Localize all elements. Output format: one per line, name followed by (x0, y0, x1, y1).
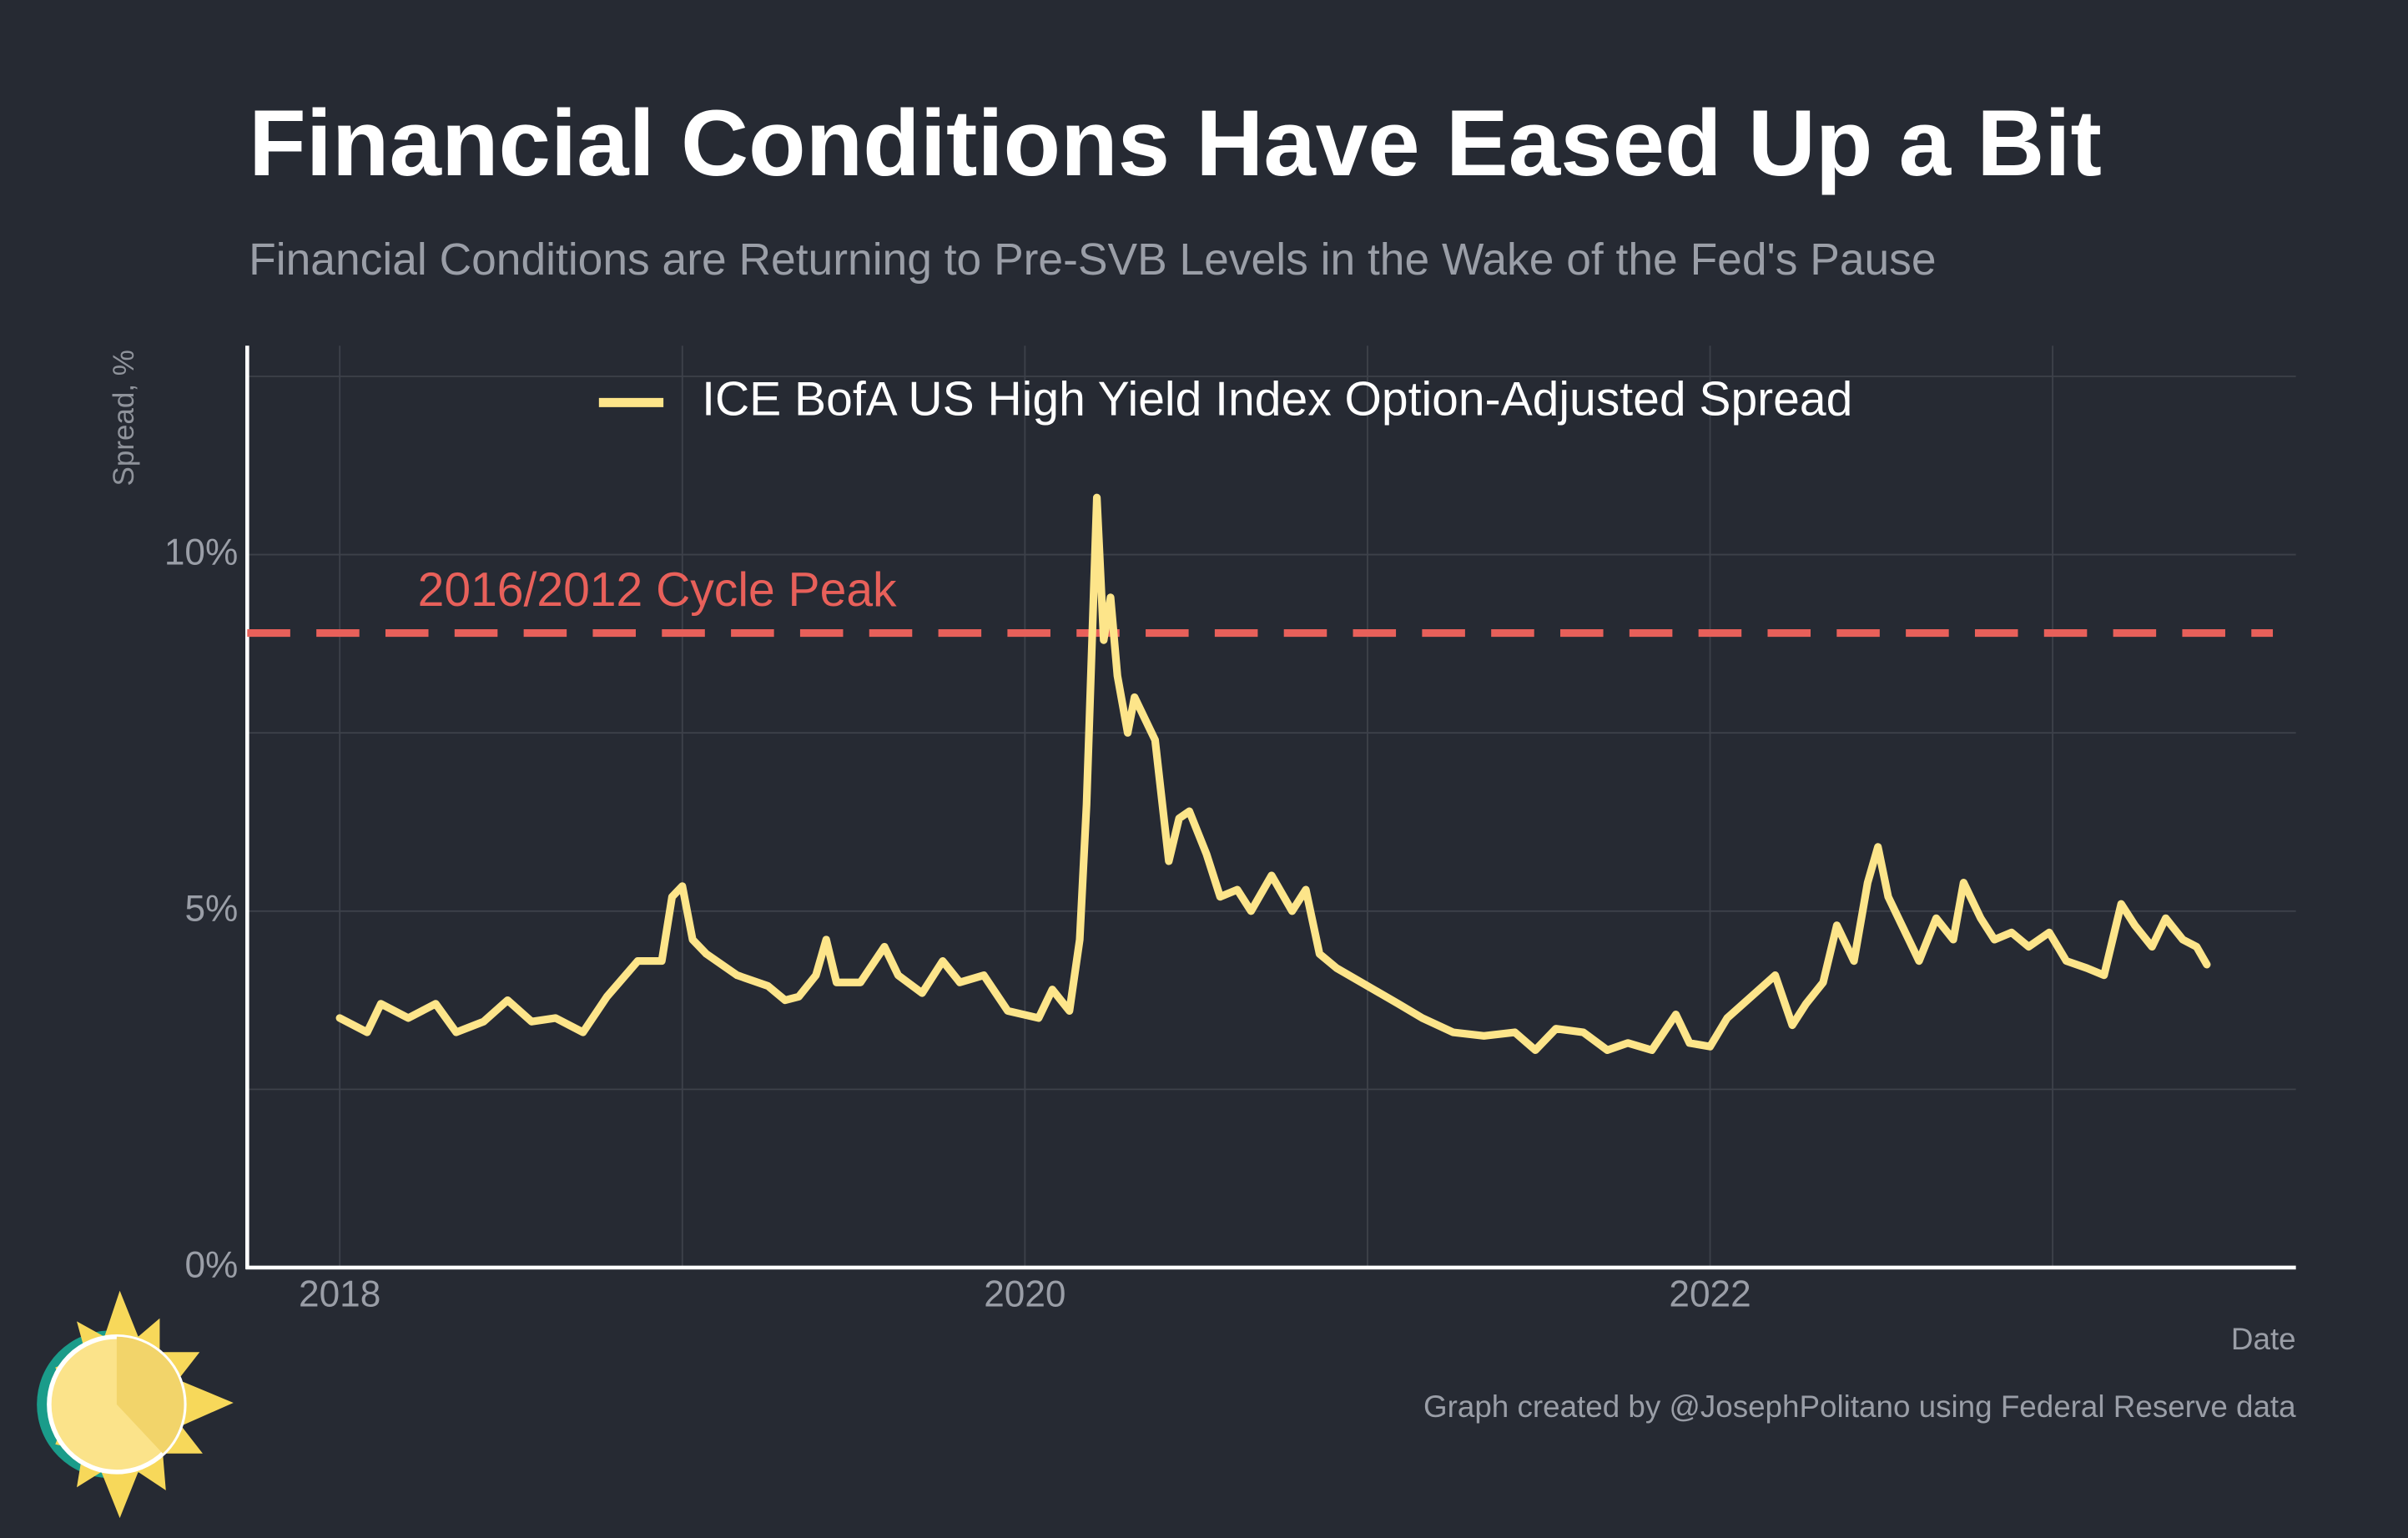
reference-label: 2016/2012 Cycle Peak (418, 563, 897, 617)
chart-subtitle: Financial Conditions are Returning to Pr… (249, 235, 1936, 285)
series-line (335, 493, 2211, 1054)
x-axis-label: Date (2231, 1322, 2296, 1356)
x-tick-label: 2018 (299, 1274, 380, 1315)
y-tick-label: 5% (184, 888, 238, 929)
logo (37, 1290, 234, 1519)
legend-label: ICE BofA US High Yield Index Option-Adju… (702, 372, 1852, 426)
x-tick-label: 2020 (984, 1274, 1065, 1315)
y-tick-label: 10% (164, 532, 238, 572)
y-tick-label: 0% (184, 1245, 238, 1286)
y-axis-label: Spread, % (108, 350, 140, 486)
chart-title: Financial Conditions Have Eased Up a Bit (249, 90, 2102, 195)
caption: Graph created by @JosephPolitano using F… (1423, 1389, 2296, 1424)
plot-area: 0% 5% 10% 2018 2020 2022 2016/2012 Cycle Peak I… (164, 345, 2296, 1315)
x-tick-label: 2022 (1669, 1274, 1751, 1315)
